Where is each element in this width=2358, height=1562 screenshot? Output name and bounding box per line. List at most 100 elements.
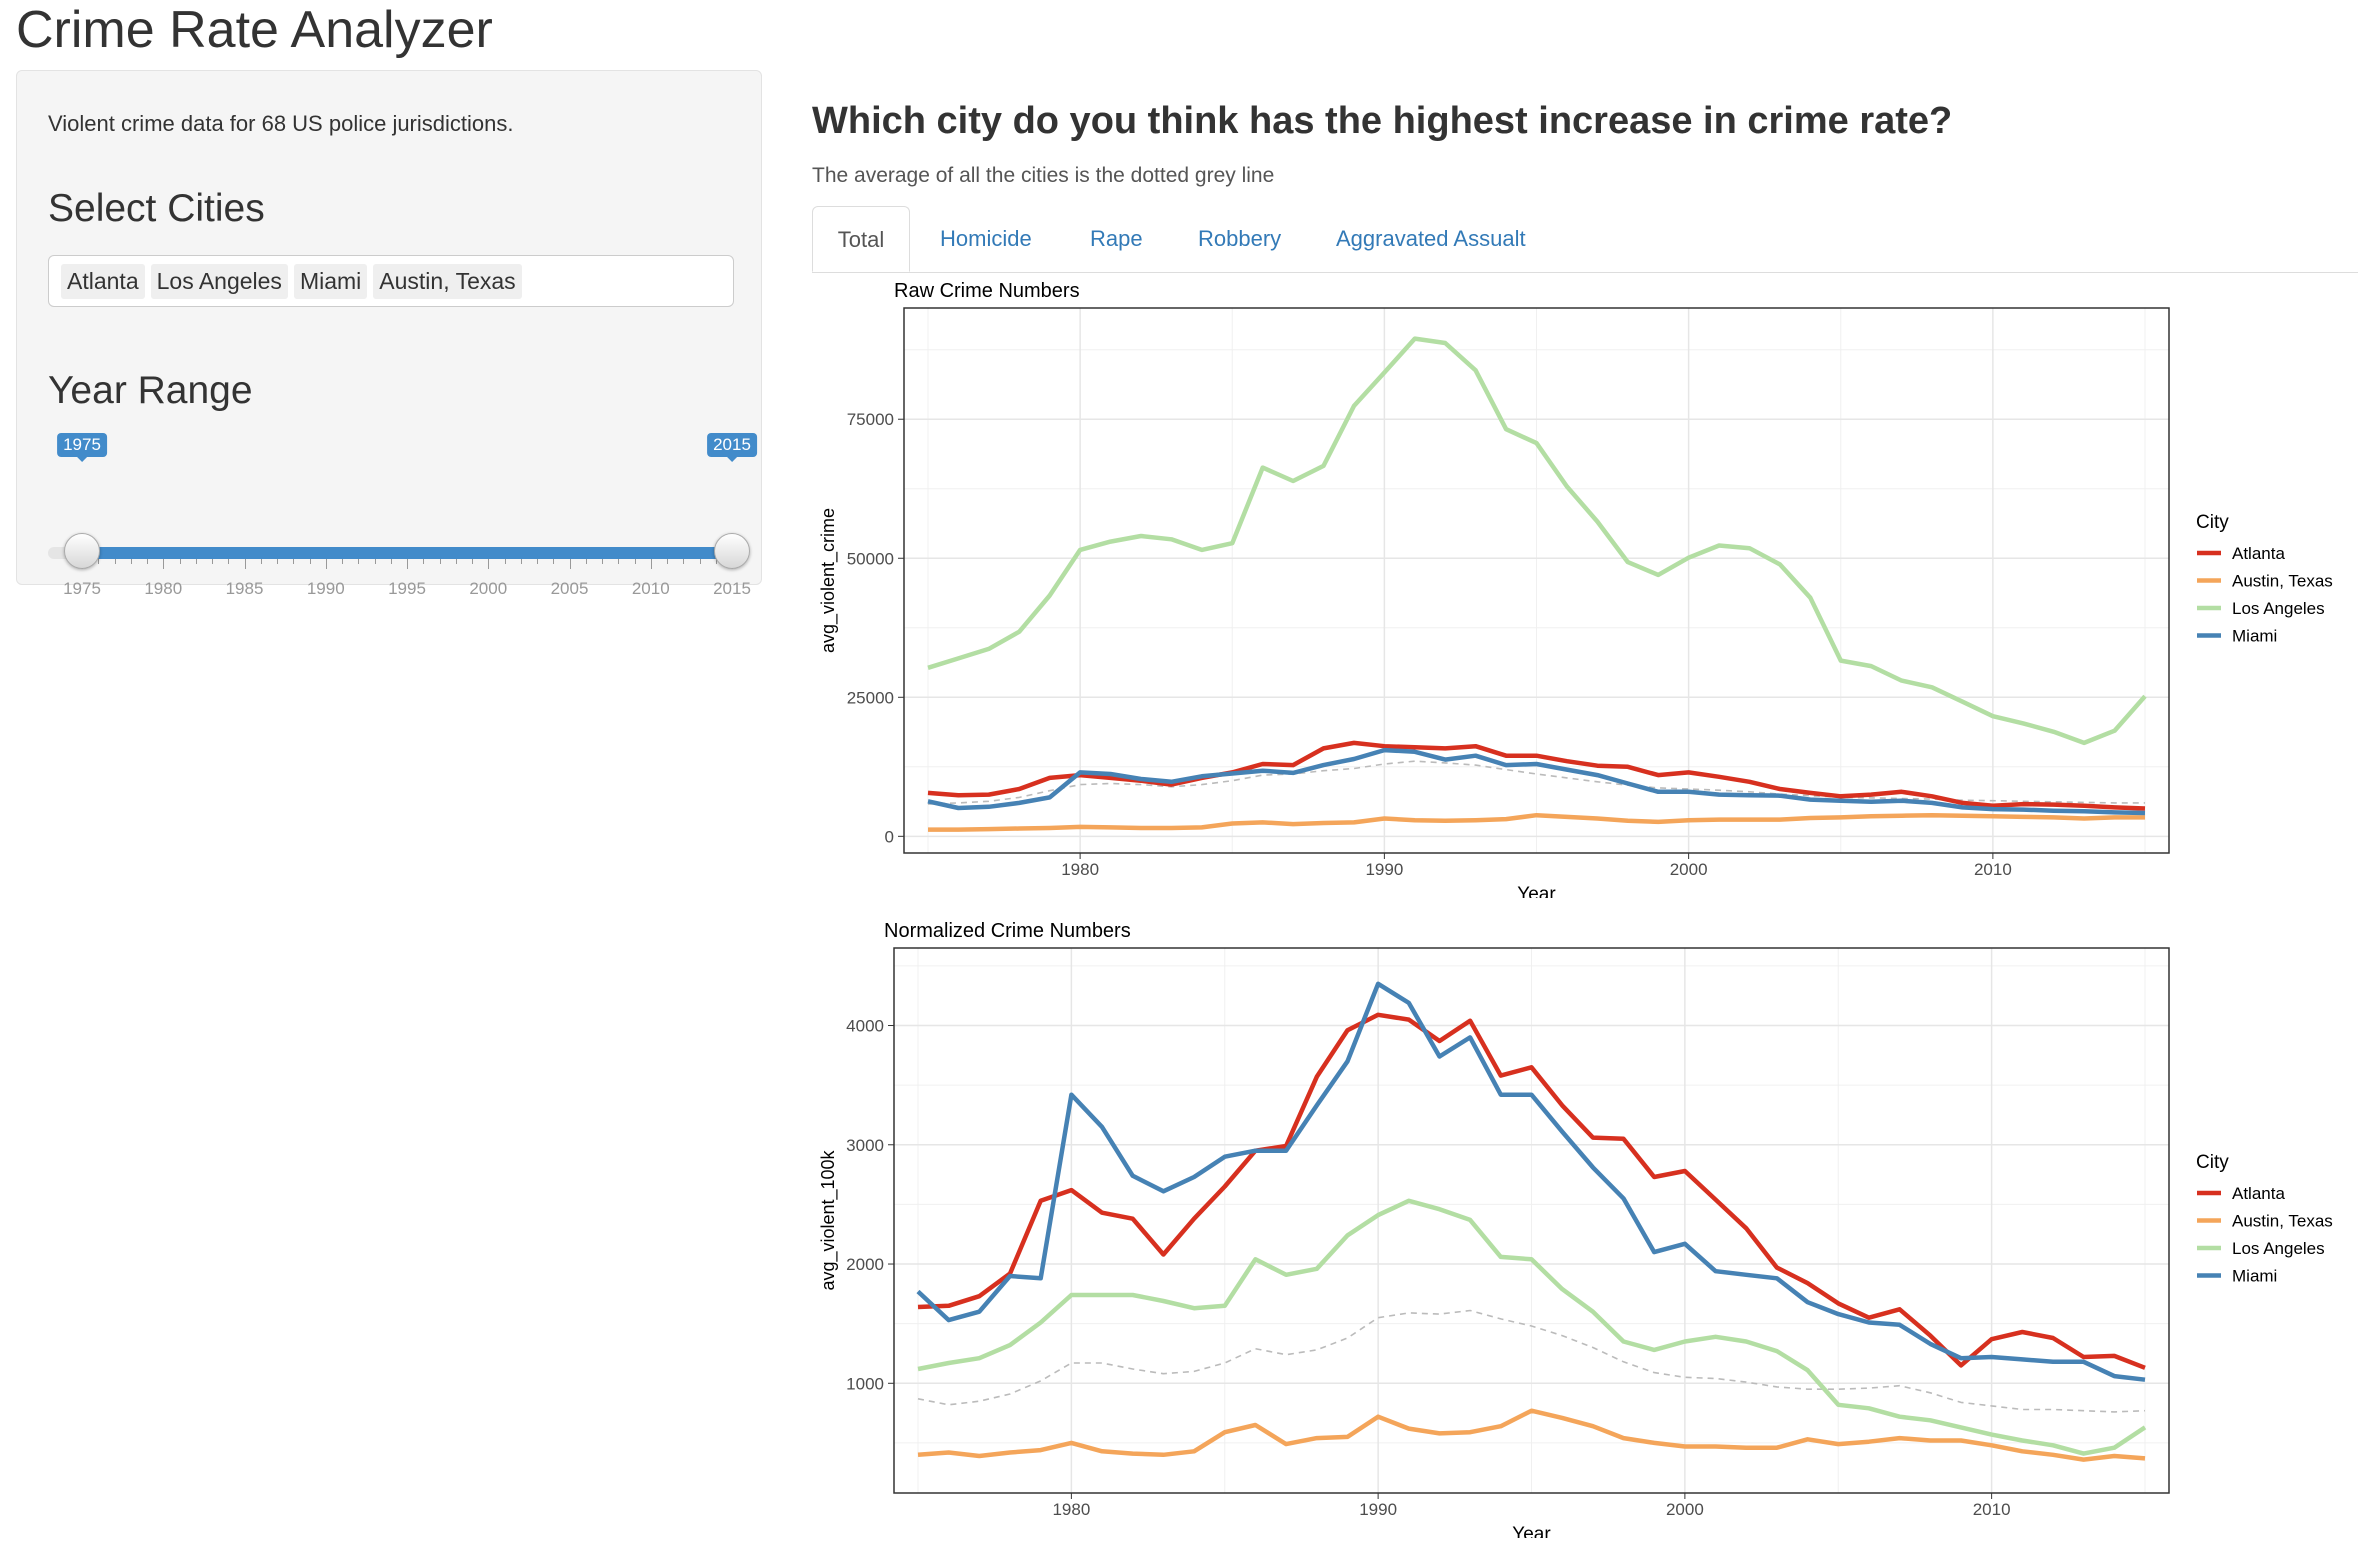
slider-tick [130,559,132,564]
legend-label-atlanta: Atlanta [2232,1184,2285,1203]
x-tick-label: 2010 [1973,1500,2011,1519]
series-line-los-angeles [927,336,2147,746]
x-tick-label: 2000 [1670,860,1708,879]
series-line-miami [916,981,2146,1382]
slider-tick [553,559,555,564]
app-title: Crime Rate Analyzer [16,1,493,59]
slider-tick-label: 1995 [388,579,426,598]
data-description: Violent crime data for 68 US police juri… [48,111,514,136]
city-chip-los-angeles[interactable]: Los Angeles [150,263,288,299]
slider-tick [423,559,425,564]
chart-svg: Normalized Crime Numbers 1980 1990 2000 2010… [818,920,2333,1545]
y-tick-label: 25000 [847,688,894,707]
x-tick-label: 1990 [1365,860,1403,879]
year-range-heading: Year Range [48,369,253,412]
slider-tick [114,559,116,564]
slider-tick [650,559,652,569]
slider-tick [277,559,278,564]
slider-tick [293,559,295,564]
tab-rape[interactable]: Rape [1090,226,1143,251]
x-tick-label: 1980 [1061,860,1099,879]
slider-tick [683,559,685,564]
x-tick-label: 2000 [1666,1500,1704,1519]
x-axis-title: Year [1512,1524,1551,1538]
city-chip-miami[interactable]: Miami [293,263,368,299]
city-multiselect-input[interactable]: Atlanta Los Angeles Miami Austin, Texas [48,255,734,307]
tab-aggravated-assault[interactable]: Aggravated Assualt [1336,226,1526,251]
slider-tick [244,559,246,569]
normalized-crime-chart: Normalized Crime Numbers 1980 1990 2000 2010… [812,910,2358,1545]
legend-label-austin-texas: Austin, Texas [2232,572,2333,591]
legend-label-los-angeles: Los Angeles [2232,599,2325,618]
legend-title: City [2196,512,2229,533]
y-tick-label: 4000 [846,1017,884,1036]
slider-tick [537,559,538,564]
series-line-miami [927,747,2146,816]
slider-tick [212,559,213,564]
crime-type-tabs: Total Homicide Rape Robbery Aggravated A… [812,206,2358,273]
x-tick-label: 2010 [1974,860,2012,879]
sidebar-panel: Violent crime data for 68 US police juri… [16,70,762,598]
main-subtitle: The average of all the cities is the dot… [812,164,1275,187]
series-line-los-angeles [917,1198,2147,1456]
year-range-slider[interactable]: 1975 2015 1975 1980 1985 1990 1995 2000 2005 20… [48,433,757,613]
main-question-title: Which city do you think has the highest … [812,100,1953,142]
series-line-austin-texas [917,1408,2146,1462]
slider-tick [358,559,360,564]
slider-tick-label: 2000 [469,579,508,598]
slider-tick [407,559,408,569]
legend-title: City [2196,1152,2229,1173]
tab-homicide[interactable]: Homicide [940,226,1032,251]
slider-from-label: 1975 [57,433,107,462]
slider-tick [390,559,392,564]
slider-to-label: 2015 [707,433,757,462]
slider-selected-range[interactable] [82,547,732,559]
city-chip-atlanta[interactable]: Atlanta [61,263,145,299]
slider-tick [98,559,100,564]
slider-tick [147,559,148,564]
chart-title: Raw Crime Numbers [894,280,1080,302]
slider-tick [520,559,522,564]
slider-tick-label: 1980 [144,579,183,598]
city-chip-austin-texas[interactable]: Austin, Texas [373,263,522,299]
legend-label-miami: Miami [2232,1267,2277,1286]
x-axis-title: Year [1517,884,1556,898]
series-line-atlanta [927,740,2146,811]
y-tick-label: 2000 [846,1255,884,1274]
slider-tick [309,559,311,564]
legend-label-austin-texas: Austin, Texas [2232,1212,2333,1231]
plot-border [903,307,2170,854]
slider-tick [325,559,327,569]
y-tick-label: 3000 [846,1136,884,1155]
slider-tick [715,559,717,564]
slider-tick [602,559,603,564]
slider-tick-label: 2010 [631,579,670,598]
chart-svg: Raw Crime Numbers 1980 1990 2000 2010 0 25000 5… [818,280,2333,905]
slider-tick [342,559,343,564]
slider-tick [618,559,620,564]
tab-robbery[interactable]: Robbery [1198,226,1282,251]
slider-tick-label: 1975 [63,579,101,598]
y-tick-label: 50000 [847,549,894,568]
legend-label-miami: Miami [2232,627,2277,646]
slider-tick-label: 2005 [550,579,589,598]
slider-tick [163,559,165,569]
y-axis-title: avg_violent_crime [818,508,839,653]
legend-label-los-angeles: Los Angeles [2232,1239,2325,1258]
slider-tick [179,559,181,564]
slider-handle-from[interactable] [64,533,100,569]
series-line-atlanta [917,1012,2146,1370]
chart-title: Normalized Crime Numbers [884,920,1131,942]
slider-tick-label: 1985 [225,579,264,598]
slider-tick [488,559,490,569]
select-cities-heading: Select Cities [48,187,265,230]
slider-handle-to[interactable] [714,533,750,569]
slider-tick [504,559,506,564]
slider-tick [569,559,571,569]
raw-crime-chart: Raw Crime Numbers 1980 1990 2000 2010 0 25000 5… [812,270,2358,905]
x-tick-label: 1980 [1052,1500,1090,1519]
slider-tick [667,559,668,564]
tab-total[interactable]: Total [812,206,910,272]
plot-border [893,947,2170,1494]
y-tick-label: 1000 [846,1374,884,1393]
